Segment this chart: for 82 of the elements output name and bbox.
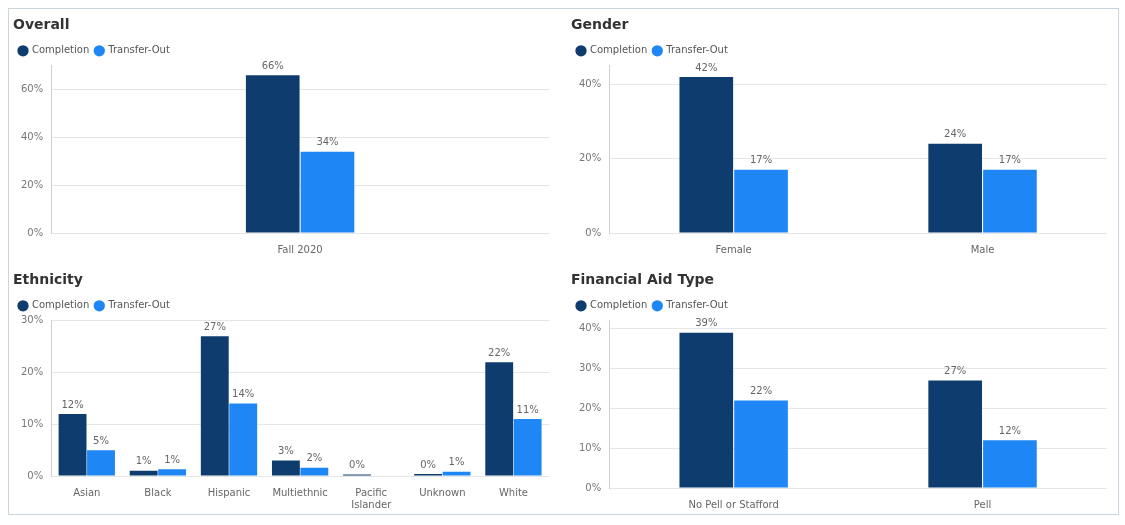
data-label: 1% [448,455,465,467]
bar [200,335,229,475]
chart-title: Financial Aid Type [571,270,715,287]
data-label: 22% [488,346,511,358]
x-tick-label: Fall 2020 [277,243,323,255]
data-label: 42% [695,61,718,73]
x-tick-label: Male [970,243,995,255]
legend-label: Transfer-Out [665,298,728,310]
data-label: 0% [420,458,437,470]
y-tick-label: 0% [27,469,44,481]
bar [928,380,983,487]
data-label: 66% [261,59,284,71]
bar [734,399,788,487]
y-tick-label: 20% [578,152,602,164]
bar [513,418,542,475]
y-tick-label: 0% [585,481,602,493]
legend-label: Transfer-Out [107,298,170,310]
chart-title: Ethnicity [13,270,83,287]
legend-label: Completion [32,44,90,56]
data-label: 22% [749,384,773,396]
bar [485,361,514,475]
bar [734,169,788,233]
data-label: 2% [306,451,323,463]
x-tick-label: Pell [973,498,992,510]
bar [442,471,471,475]
data-label: 3% [277,444,294,456]
x-tick-label: Black [144,486,172,498]
data-label: 1% [135,454,152,466]
chart-title: Overall [13,16,70,33]
data-label: 17% [749,154,773,166]
bar [679,332,734,487]
y-tick-label: 40% [578,77,602,89]
x-tick-label: Unknown [419,486,466,498]
y-tick-label: 10% [20,417,44,429]
data-label: 0% [349,458,365,470]
chart-title: Gender [571,16,629,33]
y-tick-label: 30% [578,361,602,373]
bar [983,169,1037,233]
y-tick-label: 20% [20,178,44,190]
bar [87,449,115,475]
x-tick-label: Female [715,243,752,255]
legend-label: Completion [32,298,90,310]
bar [58,413,87,475]
data-label: 14% [232,387,255,399]
x-tick-label: White [498,486,528,498]
bar [271,459,300,475]
data-label: 34% [316,136,339,148]
y-tick-label: 0% [585,226,602,238]
x-tick-label: Hispanic [207,486,251,498]
legend-label: Completion [590,298,648,310]
legend-label: Transfer-Out [665,44,728,56]
y-tick-label: 20% [20,365,44,377]
y-tick-label: 0% [27,226,44,238]
data-label: 11% [516,403,539,415]
y-tick-label: 40% [20,131,44,143]
x-tick-label: No Pell or Stafford [688,498,779,510]
bar [158,468,187,475]
x-tick-label: Multiethnic [272,486,328,498]
bar [679,76,734,233]
legend-label: Completion [590,44,648,56]
y-tick-label: 10% [578,441,602,453]
x-tick-label: Pacific Islander [351,486,393,510]
y-tick-label: 30% [20,313,44,325]
legend-label: Transfer-Out [107,44,170,56]
bar [928,143,983,233]
y-tick-label: 40% [578,321,602,333]
y-tick-label: 60% [20,83,44,95]
data-label: 5% [93,434,109,446]
data-label: 12% [998,424,1022,436]
x-tick-label: Asian [73,486,101,498]
data-label: 24% [944,128,967,140]
bar [300,467,329,475]
bar [229,403,258,475]
data-label: 17% [998,154,1022,166]
bar [129,470,158,475]
data-label: 39% [695,316,718,328]
data-label: 27% [944,364,967,376]
data-label: 27% [203,320,226,332]
data-label: 12% [61,398,84,410]
y-tick-label: 20% [578,401,602,413]
bar [983,439,1037,487]
data-label: 1% [164,453,181,465]
